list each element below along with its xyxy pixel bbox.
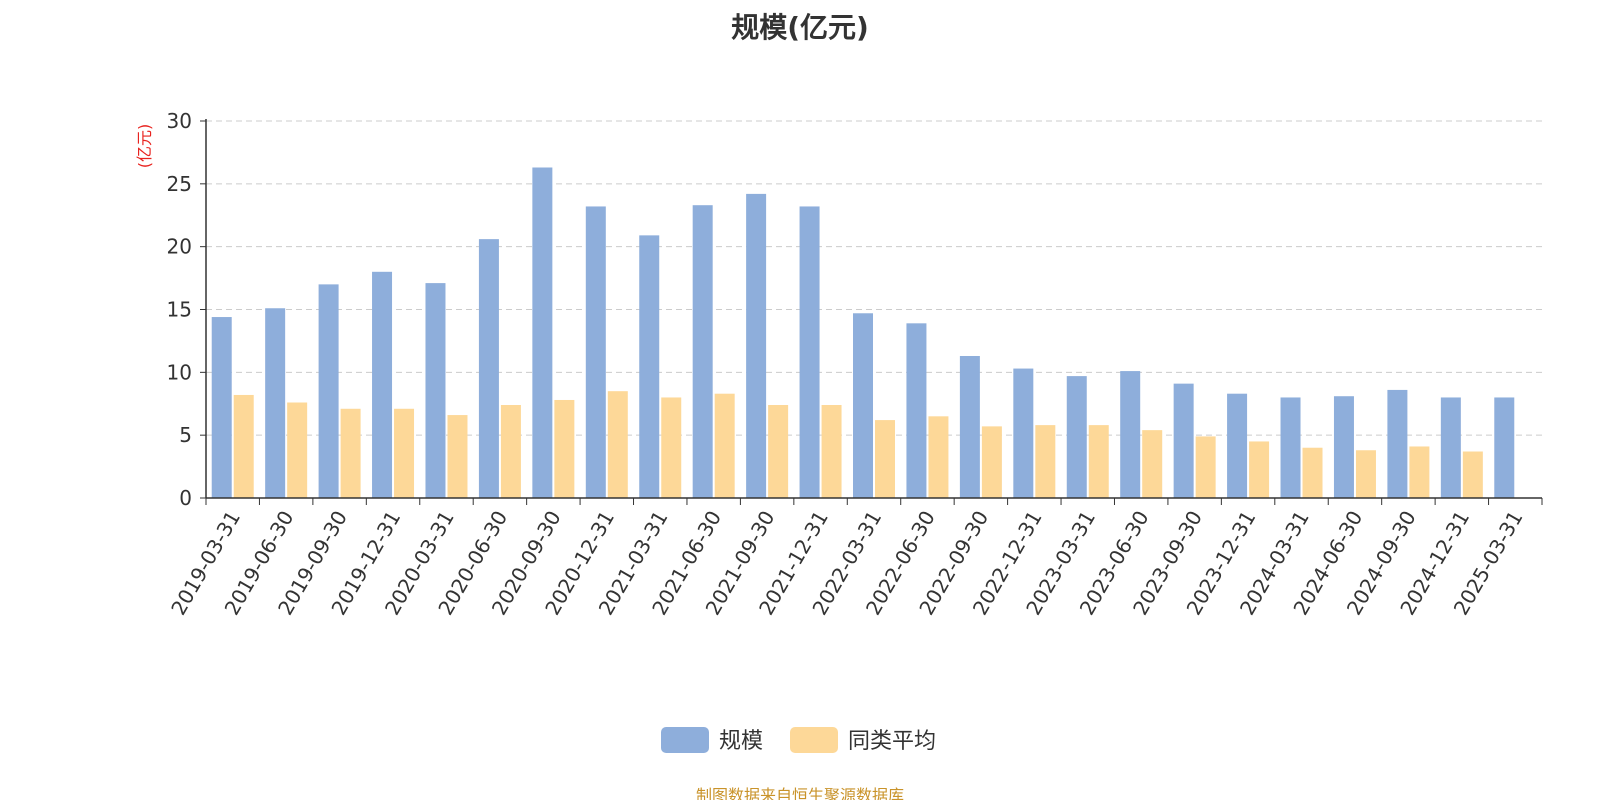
bar-scale: [1013, 368, 1034, 498]
bar-scale: [906, 323, 927, 498]
bar-scale: [1066, 376, 1087, 498]
y-axis-title: (亿元): [135, 124, 154, 169]
bar-peer-average: [1142, 430, 1163, 498]
bar-peer-average: [233, 394, 254, 498]
bar-peer-average: [714, 393, 735, 498]
y-tick-label: 10: [167, 360, 192, 384]
bar-peer-average: [1195, 436, 1216, 498]
bar-scale: [1387, 389, 1408, 498]
bar-scale: [1173, 383, 1194, 498]
legend-label: 同类平均: [848, 729, 936, 754]
bar-scale: [1333, 396, 1354, 498]
bar-scale: [585, 206, 606, 498]
bar-scale: [692, 205, 713, 499]
bar-peer-average: [447, 415, 468, 498]
bar-peer-average: [928, 416, 949, 498]
legend-swatch: [661, 727, 709, 753]
bar-scale: [959, 355, 980, 498]
bar-peer-average: [554, 399, 575, 498]
bar-peer-average: [875, 420, 895, 498]
bar-peer-average: [394, 408, 415, 498]
source-note: 制图数据来自恒生聚源数据库: [695, 786, 904, 800]
bar-peer-average: [1302, 447, 1323, 498]
bar-scale: [372, 271, 393, 498]
bar-scale: [265, 308, 286, 498]
bar-peer-average: [1355, 450, 1376, 498]
bar-peer-average: [981, 426, 1002, 498]
bar-peer-average: [287, 402, 308, 498]
bar-peer-average: [1088, 425, 1109, 498]
bar-scale: [532, 167, 553, 498]
bar-scale: [639, 235, 660, 498]
bar-scale: [425, 283, 446, 498]
bar-scale: [853, 313, 873, 498]
bar-peer-average: [1462, 451, 1483, 498]
bar-scale: [746, 193, 767, 499]
bar-peer-average: [1035, 425, 1056, 498]
bar-peer-average: [500, 405, 521, 498]
bar-scale: [799, 206, 820, 498]
bar-scale: [478, 239, 499, 499]
bar-scale: [1494, 397, 1515, 498]
y-tick-label: 20: [167, 235, 192, 259]
bar-scale: [1120, 371, 1141, 498]
bar-peer-average: [607, 391, 628, 498]
y-tick-label: 25: [167, 172, 192, 196]
y-tick-label: 15: [167, 298, 192, 322]
bar-scale: [1227, 393, 1248, 498]
legend-swatch: [790, 727, 838, 753]
bar-peer-average: [768, 405, 789, 498]
bar-scale: [211, 317, 232, 498]
y-tick-label: 5: [179, 423, 192, 447]
legend-label: 规模: [719, 729, 763, 754]
y-tick-label: 0: [179, 486, 192, 510]
bar-peer-average: [661, 397, 682, 498]
bar-peer-average: [1409, 446, 1430, 498]
bar-scale: [1280, 397, 1301, 498]
bar-peer-average: [1249, 441, 1270, 498]
bar-peer-average: [340, 408, 361, 498]
bar-scale: [1440, 397, 1461, 498]
chart-title: 规模(亿元): [731, 11, 869, 44]
bar-scale: [318, 284, 339, 498]
y-tick-label: 30: [167, 109, 192, 133]
bar-peer-average: [821, 405, 842, 498]
